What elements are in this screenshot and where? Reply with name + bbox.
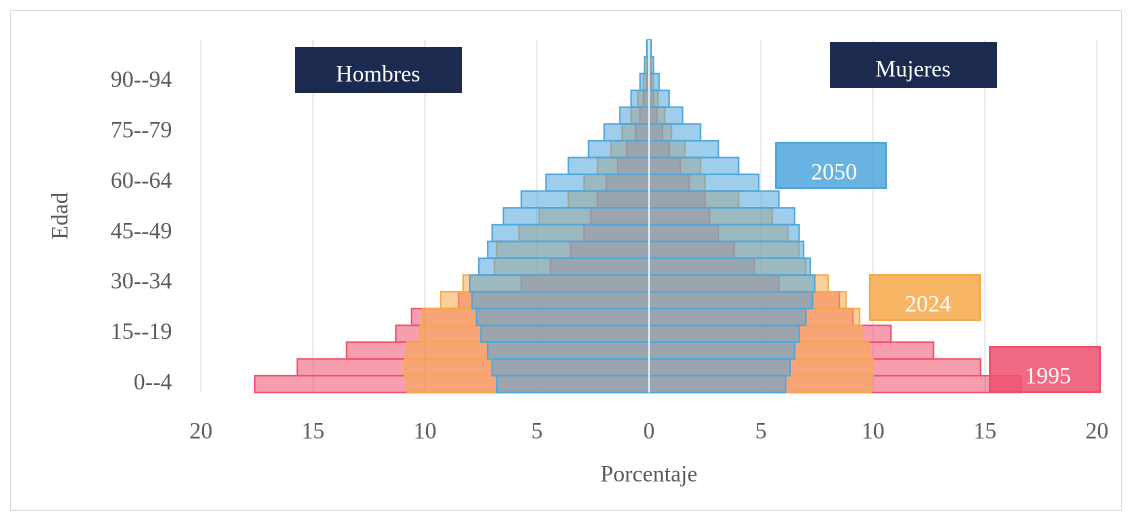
bar <box>648 291 814 310</box>
bar <box>545 173 650 192</box>
bar <box>587 139 650 159</box>
x-tick-label: 5 <box>531 418 543 443</box>
series-label: 2050 <box>811 159 857 184</box>
x-tick-label: 20 <box>190 418 213 443</box>
series-label-box <box>775 142 887 189</box>
series-label: 2024 <box>905 291 952 316</box>
y-axis-label: Edad <box>47 192 72 240</box>
y-tick-label: 15--19 <box>111 319 172 344</box>
bar <box>648 374 787 394</box>
bar <box>648 139 720 159</box>
bar <box>648 274 816 293</box>
bar <box>648 307 807 327</box>
bar <box>478 257 650 276</box>
bar <box>520 190 650 209</box>
bar <box>491 223 650 243</box>
group-label-box <box>295 47 462 93</box>
bar <box>486 341 650 360</box>
x-tick-label: 20 <box>1086 418 1109 443</box>
bar <box>648 240 805 259</box>
bar <box>469 274 650 293</box>
x-tick-label: 5 <box>755 418 767 443</box>
series-label-box <box>989 346 1101 393</box>
bar <box>639 72 650 92</box>
bar <box>502 207 650 226</box>
group-label: Hombres <box>336 61 420 86</box>
bar <box>648 324 800 343</box>
series-label-box <box>869 274 981 321</box>
bar <box>648 358 791 377</box>
x-tick-label: 10 <box>862 418 885 443</box>
bar <box>486 240 650 259</box>
x-axis-label: Porcentaje <box>600 461 697 486</box>
bar <box>471 291 650 310</box>
bar <box>648 190 780 209</box>
bar <box>648 89 670 108</box>
bar <box>491 358 650 377</box>
bar <box>648 207 796 226</box>
bar <box>648 156 740 176</box>
bar <box>480 324 650 343</box>
y-tick-label: 45--49 <box>111 218 172 243</box>
group-label: Mujeres <box>875 56 950 81</box>
x-tick-label: 15 <box>302 418 325 443</box>
y-tick-label: 75--79 <box>111 118 172 143</box>
series-label: 1995 <box>1025 363 1071 388</box>
bar <box>648 257 812 276</box>
bar <box>648 106 684 125</box>
bar <box>648 341 796 360</box>
bar <box>648 72 660 92</box>
bar <box>475 307 650 327</box>
y-tick-label: 30--34 <box>111 269 173 294</box>
bar <box>567 156 650 176</box>
x-tick-label: 15 <box>974 418 997 443</box>
bar <box>630 89 650 108</box>
x-tick-label: 10 <box>414 418 437 443</box>
x-tick-label: 0 <box>643 418 655 443</box>
bar <box>648 173 760 192</box>
y-tick-label: 60--64 <box>111 168 173 193</box>
bar <box>495 374 650 394</box>
bar <box>648 223 800 243</box>
bar <box>603 123 650 142</box>
bar <box>619 106 650 125</box>
y-tick-label: 90--94 <box>111 67 173 92</box>
y-tick-label: 0--4 <box>134 369 173 394</box>
group-label-box <box>830 42 997 88</box>
bar <box>648 123 702 142</box>
